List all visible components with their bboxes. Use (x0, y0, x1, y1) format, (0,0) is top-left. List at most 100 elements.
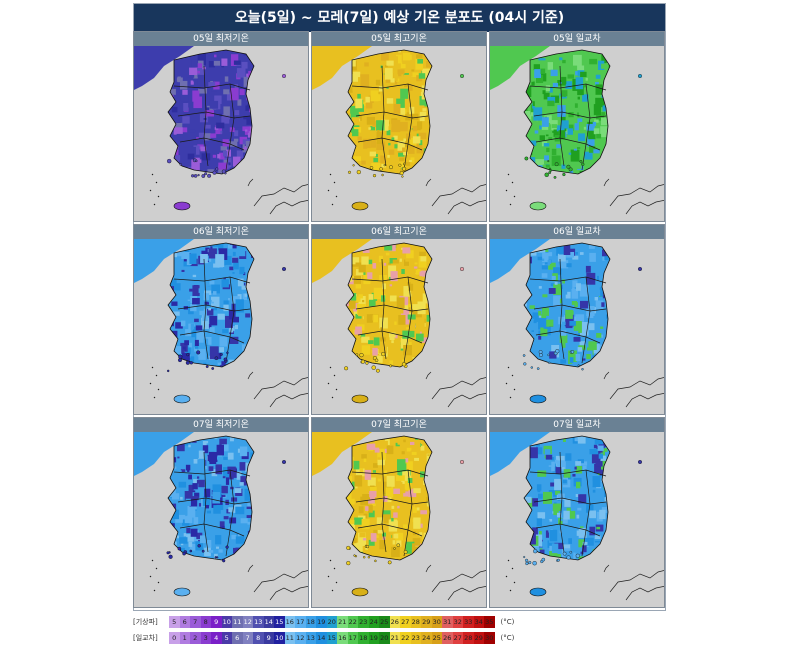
province-boundaries (173, 451, 251, 557)
island (538, 350, 543, 354)
legend-cell: 23 (410, 631, 421, 644)
jeju-island (351, 201, 369, 211)
map-panel: 05일 최고기온 (311, 31, 487, 222)
legend-cell: 21 (337, 615, 348, 628)
legend-cell: 14 (263, 615, 274, 628)
jeju-island (173, 201, 191, 211)
island (365, 361, 369, 365)
island (189, 549, 193, 553)
island (402, 166, 407, 171)
island (557, 558, 560, 562)
legend-cell: 5 (221, 631, 232, 644)
legend-cell: 8 (253, 631, 264, 644)
island (523, 362, 527, 366)
island (569, 550, 573, 554)
legend-cell: 4 (211, 631, 222, 644)
japan-coastline (425, 178, 486, 215)
island (185, 360, 190, 365)
legend-range-unit: (°C) (500, 633, 515, 642)
japan-coastline (247, 564, 308, 601)
legend-temperature-unit: (°C) (500, 617, 515, 626)
island (374, 559, 377, 563)
legend-cell: 13 (305, 631, 316, 644)
legend-cell: 30 (484, 631, 495, 644)
japan-coastline (603, 178, 664, 215)
island (196, 350, 201, 355)
japan-coastline (603, 564, 664, 601)
islets (327, 366, 338, 399)
jeju-island (351, 587, 369, 597)
island (221, 169, 226, 174)
coastline (345, 242, 433, 368)
legend-cell: 15 (326, 631, 337, 644)
island (179, 163, 182, 166)
island (352, 164, 355, 167)
map-panel: 06일 최고기온 (311, 224, 487, 415)
jeju-island (529, 394, 547, 404)
japan-coastline (247, 371, 308, 408)
island (177, 546, 182, 551)
legend-range: [일교차] 0 1 2 3 4 5 6 7 8 9 10 11 12 13 14 15 16 17 18 19 20 21… (133, 631, 514, 644)
ulleungdo-island (459, 74, 464, 79)
island (389, 364, 393, 368)
island (226, 351, 229, 355)
mainland-region (490, 239, 550, 283)
island (207, 173, 212, 178)
island (212, 170, 217, 175)
coastline (167, 49, 255, 175)
island (579, 160, 583, 163)
island (403, 550, 408, 554)
island (359, 352, 364, 358)
legend-cell: 34 (473, 615, 484, 628)
island (197, 174, 200, 177)
coastline (523, 435, 611, 561)
island (189, 361, 193, 365)
island (363, 555, 366, 559)
korea-temperature-map (490, 239, 664, 408)
map-panel: 07일 일교차 (489, 417, 665, 608)
island (178, 358, 183, 363)
map-panel: 07일 최저기온 (133, 417, 309, 608)
island (361, 359, 366, 364)
island (399, 171, 404, 176)
island (167, 369, 170, 373)
map-panel: 07일 최고기온 (311, 417, 487, 608)
island (371, 365, 376, 370)
island (547, 353, 550, 357)
legend-cell: 10 (221, 615, 232, 628)
legend-cell: 30 (431, 615, 442, 628)
islets (327, 559, 338, 592)
legend-cell: 25 (379, 615, 390, 628)
map-panel: 05일 최저기온 (133, 31, 309, 222)
island (372, 174, 377, 178)
legend-cell: 35 (484, 615, 495, 628)
island (398, 163, 402, 167)
legend-cell: 0 (169, 631, 180, 644)
legend-cell: 17 (347, 631, 358, 644)
island (205, 365, 209, 369)
jeju-island (529, 201, 547, 211)
island (581, 367, 584, 371)
island (225, 545, 229, 549)
panel-title: 05일 최고기온 (312, 32, 486, 46)
legend-cell: 17 (295, 615, 306, 628)
island (570, 350, 575, 354)
legend-cell: 33 (463, 615, 474, 628)
legend-cell: 5 (169, 615, 180, 628)
ulleungdo-island (459, 460, 464, 465)
island (402, 162, 406, 166)
legend-cell: 29 (473, 631, 484, 644)
island (532, 560, 537, 566)
island (216, 556, 219, 559)
island (575, 553, 580, 558)
coastline (523, 242, 611, 368)
legend-cell: 20 (379, 631, 390, 644)
island (401, 362, 407, 367)
island (562, 551, 567, 556)
legend-range-label: [일교차] (133, 633, 158, 642)
island (387, 560, 392, 565)
island (401, 175, 404, 178)
island (214, 356, 219, 360)
legend-temperature-label: [기상파] (133, 617, 158, 626)
legend-cell: 2 (190, 631, 201, 644)
